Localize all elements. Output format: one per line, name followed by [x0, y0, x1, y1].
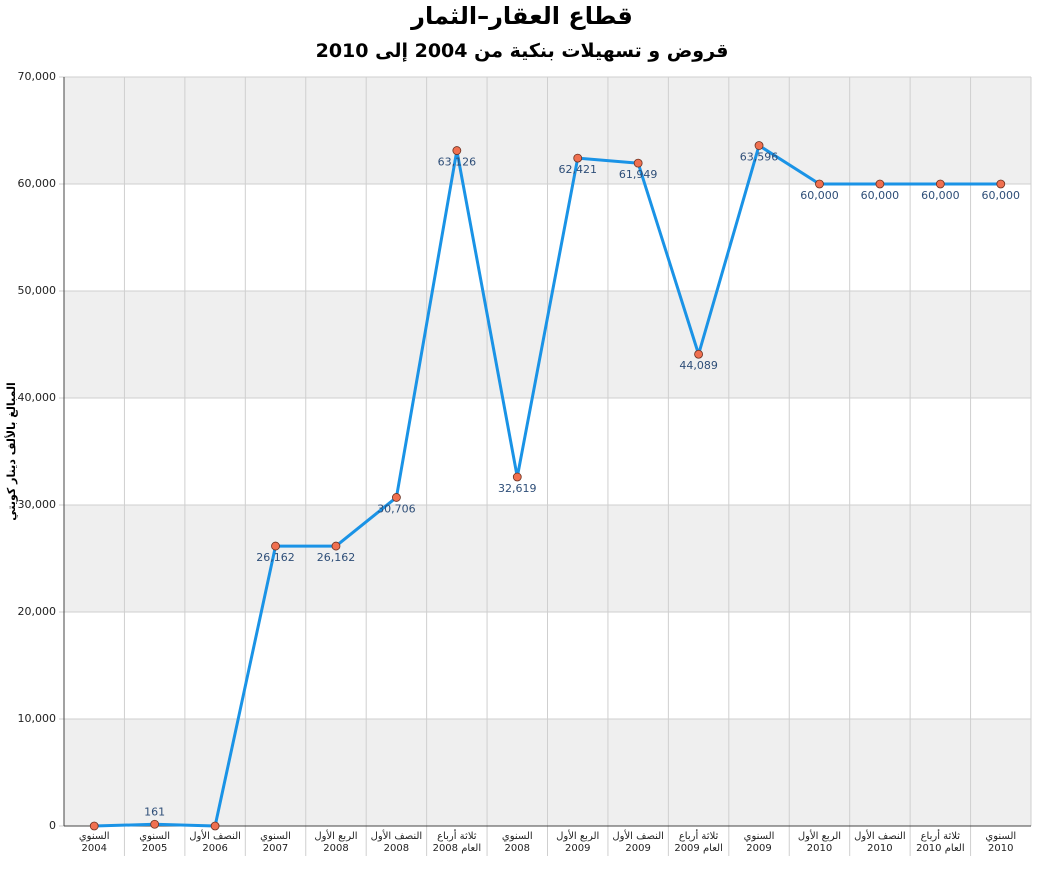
x-tick-label: الربع الأول 2008 [314, 831, 358, 854]
y-axis-label: المبالغ بالألف دينار كويتي [4, 382, 18, 520]
x-tick-label: النصف الأول 2006 [189, 831, 241, 854]
y-tick-label: 20,000 [18, 605, 57, 618]
x-tick-label: الربع الأول 2010 [797, 831, 842, 854]
marker [271, 541, 280, 551]
x-tick-label: ثلاثة أرباع العام 2008 [432, 831, 482, 854]
data-label: 32,619 [498, 482, 537, 495]
x-tick-label: النصف الأول 2008 [370, 831, 423, 854]
marker [633, 158, 643, 168]
y-tick-label: 50,000 [18, 284, 57, 297]
marker [150, 819, 160, 829]
data-label: 26,162 [256, 551, 295, 564]
marker [331, 541, 341, 551]
data-label: 60,000 [982, 189, 1021, 202]
y-tick-label: 30,000 [18, 498, 57, 511]
data-label: 63,596 [740, 151, 779, 164]
x-tick-label: النصف الأول 2009 [612, 831, 664, 854]
data-label: 62,421 [558, 163, 597, 176]
x-tick-label: الربع الأول 2009 [556, 831, 600, 854]
x-tick-label: السنوي 2004 [78, 831, 110, 854]
x-tick-label: ثلاثة أرباع العام 2010 [916, 831, 965, 854]
chart-subtitle: قروض و تسهيلات بنكية من 2004 إلى 2010 [315, 40, 729, 62]
x-tick-label: السنوي 2008 [501, 831, 533, 854]
data-label: 161 [144, 805, 165, 818]
chart-title: قطاع العقار–الثمار [411, 2, 633, 30]
x-tick-label: السنوي 2005 [139, 831, 171, 854]
data-label: 30,706 [377, 502, 416, 515]
y-tick-label: 10,000 [18, 712, 57, 725]
data-label: 61,949 [619, 168, 658, 181]
y-tick-label: 40,000 [18, 391, 57, 404]
data-label: 60,000 [861, 189, 900, 202]
marker [452, 146, 462, 155]
x-tick-label: السنوي 2010 [985, 831, 1017, 854]
marker [754, 141, 764, 150]
marker [573, 153, 583, 163]
marker [935, 179, 945, 189]
series-line [94, 144, 1001, 828]
marker [996, 179, 1006, 189]
marker [694, 349, 703, 359]
y-tick-label: 60,000 [18, 177, 57, 190]
marker [875, 179, 885, 189]
data-label: 44,089 [679, 359, 718, 372]
marker [512, 472, 522, 482]
y-tick-label: 70,000 [18, 70, 57, 83]
y-tick-label: 0 [49, 819, 56, 832]
marker [89, 821, 99, 831]
marker [210, 821, 220, 831]
x-tick-label: السنوي 2009 [743, 831, 775, 854]
data-label: 60,000 [800, 189, 839, 202]
x-tick-label: ثلاثة أرباع العام 2009 [674, 831, 723, 854]
data-label: 63,126 [438, 156, 477, 169]
data-label: 26,162 [317, 551, 356, 564]
marker [815, 179, 824, 189]
x-tick-label: السنوي 2007 [260, 831, 291, 854]
data-label: 60,000 [921, 189, 960, 202]
x-tick-label: النصف الأول 2010 [854, 831, 906, 854]
marker [392, 493, 401, 502]
